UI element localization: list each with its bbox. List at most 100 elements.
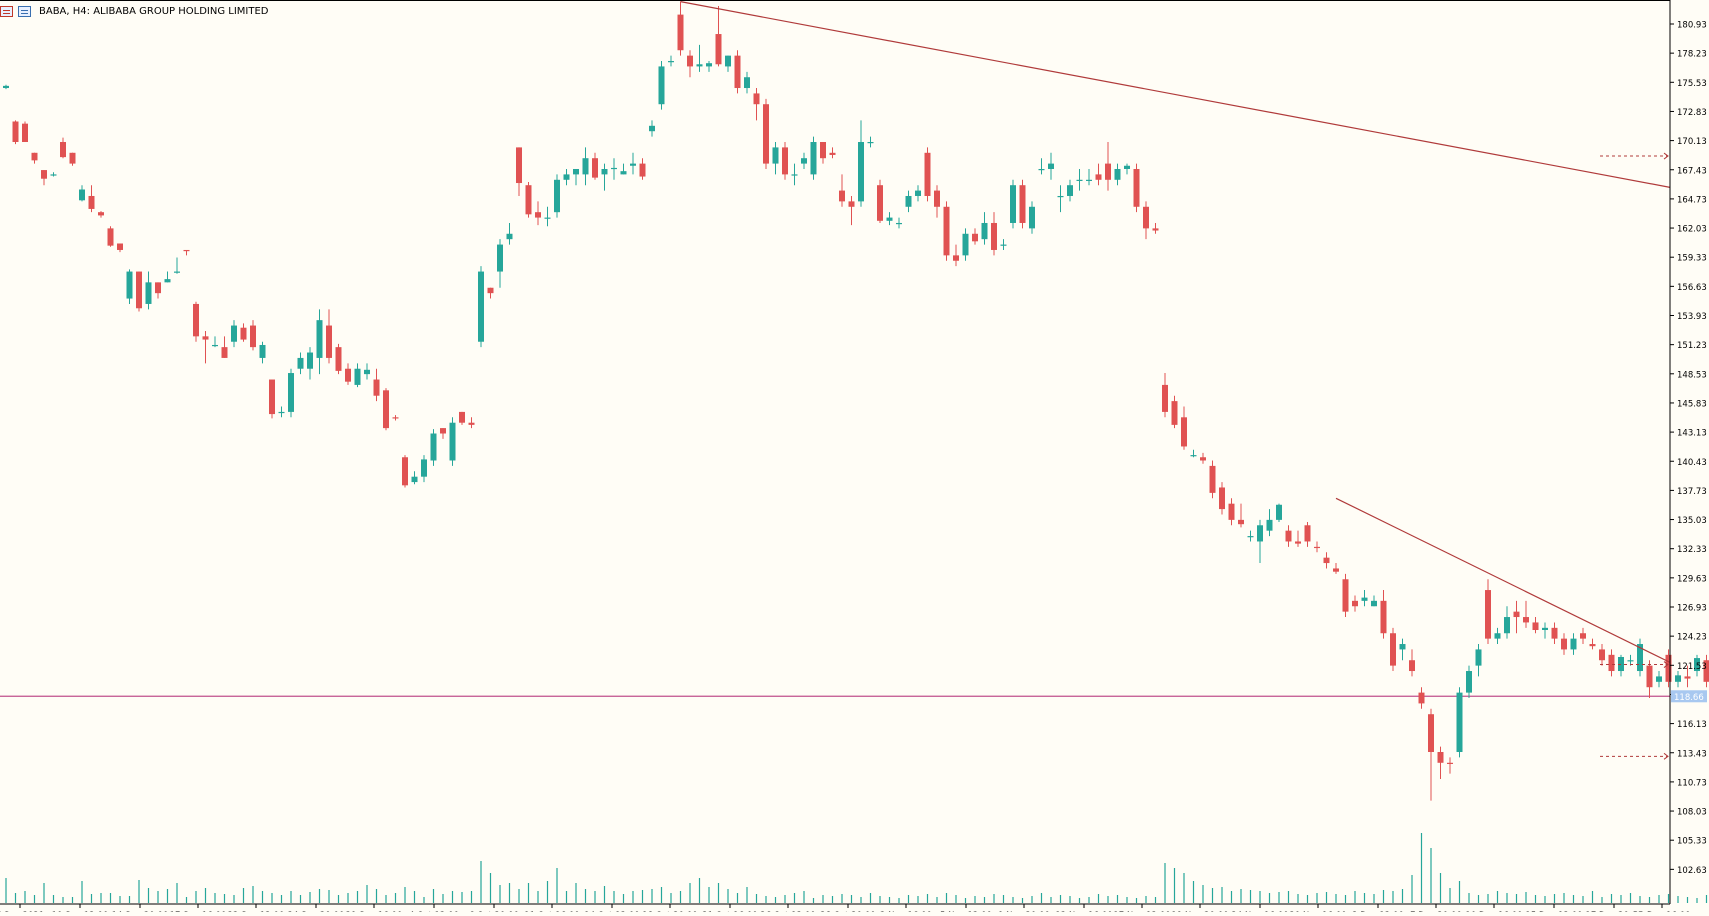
bullish-candle[interactable] <box>174 272 180 273</box>
bullish-candle[interactable] <box>317 320 323 358</box>
bullish-candle[interactable] <box>364 370 370 374</box>
bearish-candle[interactable] <box>440 428 446 433</box>
bullish-candle[interactable] <box>668 61 674 62</box>
bearish-candle[interactable] <box>108 228 114 245</box>
bearish-candle[interactable] <box>13 121 19 142</box>
bullish-candle[interactable] <box>963 234 969 256</box>
bearish-candle[interactable] <box>60 142 66 157</box>
bearish-candle[interactable] <box>345 369 351 382</box>
bullish-candle[interactable] <box>507 234 513 239</box>
bullish-candle[interactable] <box>1371 601 1377 606</box>
chart-window-icon[interactable] <box>0 6 13 17</box>
bullish-candle[interactable] <box>1257 525 1263 541</box>
bearish-candle[interactable] <box>1666 655 1672 682</box>
bearish-candle[interactable] <box>1333 568 1339 571</box>
bullish-candle[interactable] <box>868 142 874 143</box>
bullish-candle[interactable] <box>1495 633 1501 638</box>
bearish-candle[interactable] <box>839 191 845 202</box>
bullish-candle[interactable] <box>573 169 579 174</box>
bearish-candle[interactable] <box>849 201 855 206</box>
bullish-candle[interactable] <box>307 353 313 369</box>
bearish-candle[interactable] <box>469 423 475 425</box>
bearish-candle[interactable] <box>687 56 693 67</box>
bearish-candle[interactable] <box>877 185 883 221</box>
bullish-candle[interactable] <box>811 142 817 174</box>
bullish-candle[interactable] <box>1048 164 1054 169</box>
bearish-candle[interactable] <box>1343 579 1349 611</box>
bearish-candle[interactable] <box>488 288 494 293</box>
bearish-candle[interactable] <box>782 147 788 174</box>
bullish-candle[interactable] <box>1504 617 1510 633</box>
bearish-candle[interactable] <box>1238 520 1244 524</box>
bullish-candle[interactable] <box>1191 455 1197 456</box>
bearish-candle[interactable] <box>70 153 76 164</box>
bullish-candle[interactable] <box>1400 644 1406 649</box>
bearish-candle[interactable] <box>336 347 342 371</box>
price-axis[interactable]: 180.93178.23175.53172.83170.13167.43164.… <box>1670 0 1707 904</box>
bearish-candle[interactable] <box>1210 466 1216 493</box>
bearish-candle[interactable] <box>1200 457 1206 460</box>
bearish-candle[interactable] <box>678 15 684 51</box>
bullish-candle[interactable] <box>906 196 912 207</box>
bullish-candle[interactable] <box>51 174 57 175</box>
bullish-candle[interactable] <box>412 477 418 482</box>
bullish-candle[interactable] <box>1010 185 1016 223</box>
bullish-candle[interactable] <box>279 412 285 413</box>
bullish-candle[interactable] <box>773 147 779 163</box>
bullish-candle[interactable] <box>649 126 655 131</box>
bearish-candle[interactable] <box>1105 164 1111 180</box>
bearish-candle[interactable] <box>592 158 598 177</box>
bullish-candle[interactable] <box>1675 675 1681 681</box>
bearish-candle[interactable] <box>41 170 47 179</box>
bearish-candle[interactable] <box>1134 169 1140 207</box>
bullish-candle[interactable] <box>896 223 902 224</box>
bearish-candle[interactable] <box>1153 228 1159 230</box>
bullish-candle[interactable] <box>744 77 750 88</box>
bullish-candle[interactable] <box>887 218 893 221</box>
bearish-candle[interactable] <box>1599 649 1605 660</box>
bearish-candle[interactable] <box>1485 590 1491 639</box>
bearish-candle[interactable] <box>1552 628 1558 639</box>
bearish-candle[interactable] <box>1647 666 1653 688</box>
bullish-candle[interactable] <box>1618 657 1624 671</box>
bearish-candle[interactable] <box>1390 633 1396 665</box>
bearish-candle[interactable] <box>1324 558 1330 563</box>
bearish-candle[interactable] <box>98 212 104 215</box>
bullish-candle[interactable] <box>706 63 712 66</box>
bullish-candle[interactable] <box>1457 693 1463 752</box>
bearish-candle[interactable] <box>222 347 228 358</box>
bearish-candle[interactable] <box>991 223 997 250</box>
bearish-candle[interactable] <box>754 93 760 104</box>
bearish-candle[interactable] <box>535 212 541 217</box>
bearish-candle[interactable] <box>1561 639 1567 650</box>
bullish-candle[interactable] <box>1029 207 1035 229</box>
bearish-candle[interactable] <box>241 328 247 340</box>
bullish-candle[interactable] <box>554 180 560 212</box>
bullish-candle[interactable] <box>1086 180 1092 181</box>
bearish-candle[interactable] <box>944 207 950 256</box>
bullish-candle[interactable] <box>212 345 218 346</box>
bullish-candle[interactable] <box>858 142 864 201</box>
bullish-candle[interactable] <box>545 218 551 219</box>
bearish-candle[interactable] <box>1447 763 1453 764</box>
bullish-candle[interactable] <box>431 434 437 461</box>
bearish-candle[interactable] <box>1352 601 1358 606</box>
bullish-candle[interactable] <box>1267 520 1273 531</box>
bearish-candle[interactable] <box>972 234 978 242</box>
bullish-candle[interactable] <box>450 423 456 461</box>
bearish-candle[interactable] <box>1580 633 1586 638</box>
bullish-candle[interactable] <box>1476 649 1482 665</box>
bearish-candle[interactable] <box>1305 525 1311 541</box>
bullish-candle[interactable] <box>1058 196 1064 197</box>
bearish-candle[interactable] <box>1590 644 1596 646</box>
bearish-candle[interactable] <box>1381 601 1387 633</box>
bullish-candle[interactable] <box>355 369 361 385</box>
bullish-candle[interactable] <box>1248 536 1254 537</box>
bearish-candle[interactable] <box>716 34 722 64</box>
bullish-candle[interactable] <box>915 191 921 196</box>
bearish-candle[interactable] <box>250 326 256 348</box>
bullish-candle[interactable] <box>231 326 237 342</box>
bullish-candle[interactable] <box>982 223 988 239</box>
bullish-candle[interactable] <box>792 174 798 175</box>
